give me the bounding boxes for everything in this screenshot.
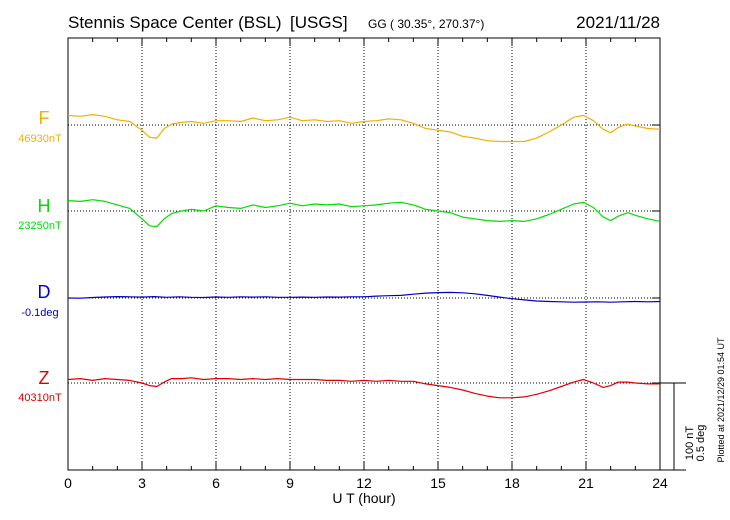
scale-nt-label: 100 nT bbox=[684, 426, 696, 461]
series-baseline-F: 46930nT bbox=[18, 133, 62, 145]
x-axis-label: U T (hour) bbox=[332, 490, 395, 506]
baseline-grid bbox=[68, 124, 660, 384]
x-tick-label: 0 bbox=[64, 475, 72, 491]
series-line-F bbox=[67, 113, 661, 143]
chart-title: Stennis Space Center (BSL) bbox=[68, 13, 282, 32]
x-tick-label: 15 bbox=[430, 475, 446, 491]
x-tick-label: 12 bbox=[356, 475, 372, 491]
series-name-F: F bbox=[39, 108, 50, 128]
series-line-H bbox=[67, 199, 661, 228]
series-line-D bbox=[67, 291, 661, 303]
network-label: [USGS] bbox=[290, 13, 348, 32]
series-name-Z: Z bbox=[39, 368, 50, 388]
x-tick-label: 21 bbox=[578, 475, 594, 491]
x-tick-label: 6 bbox=[212, 475, 220, 491]
series-name-D: D bbox=[38, 282, 51, 302]
x-ticks bbox=[67, 38, 661, 470]
series-baseline-D: -0.1deg bbox=[21, 307, 58, 319]
date-label: 2021/11/28 bbox=[576, 13, 660, 32]
x-tick-label: 18 bbox=[504, 475, 520, 491]
series-baseline-Z: 40310nT bbox=[18, 392, 62, 404]
series-group bbox=[67, 113, 661, 399]
series-name-H: H bbox=[38, 196, 51, 216]
coords-label: GG ( 30.35°, 270.37°) bbox=[368, 17, 484, 31]
series-line-Z bbox=[67, 377, 660, 399]
vertical-grid bbox=[141, 38, 587, 470]
x-tick-label: 24 bbox=[652, 475, 668, 491]
x-tick-label: 3 bbox=[138, 475, 146, 491]
x-tick-label: 9 bbox=[286, 475, 294, 491]
x-tick-labels: 0 3 6 9 12 15 18 21 24 bbox=[64, 475, 668, 491]
series-baseline-H: 23250nT bbox=[18, 220, 62, 232]
scale-deg-label: 0.5 deg bbox=[695, 425, 707, 462]
plotted-timestamp: Plotted at 2021/12/29 01:54 UT bbox=[716, 337, 726, 463]
